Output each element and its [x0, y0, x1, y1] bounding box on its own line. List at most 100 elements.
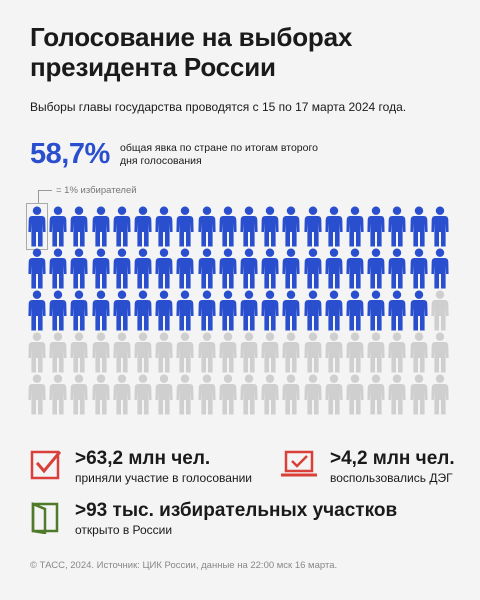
person-icon — [367, 331, 385, 374]
source-footer: © ТАСС, 2024. Источник: ЦИК России, данн… — [30, 560, 338, 571]
person-icon — [367, 373, 385, 416]
person-icon — [113, 205, 131, 248]
person-icon — [388, 247, 406, 290]
stat-polling-stations: >93 тыс. избирательных участков открыто … — [30, 500, 460, 540]
person-icon — [346, 289, 364, 332]
person-icon — [409, 373, 428, 416]
person-icon — [49, 331, 67, 374]
person-icon — [70, 331, 88, 374]
stat-polling-stations-value: >93 тыс. избирательных участков — [75, 500, 398, 521]
person-icon — [197, 373, 216, 416]
person-icon — [91, 331, 110, 374]
person-icon — [367, 205, 385, 248]
person-icon — [219, 331, 237, 374]
person-icon — [346, 331, 364, 374]
person-icon — [155, 331, 173, 374]
person-icon — [325, 373, 343, 416]
person-icon — [325, 331, 343, 374]
person-icon — [219, 373, 237, 416]
person-icon — [219, 205, 237, 248]
stat-participants: >63,2 млн чел. приняли участие в голосов… — [30, 448, 270, 488]
person-icon — [91, 289, 110, 332]
person-icon — [409, 205, 428, 248]
person-icon — [91, 247, 110, 290]
person-icon — [325, 205, 343, 248]
person-icon — [240, 247, 258, 290]
person-icon — [91, 373, 110, 416]
person-icon — [282, 247, 300, 290]
stat-participants-label: приняли участие в голосовании — [75, 471, 252, 485]
person-icon — [431, 331, 449, 374]
person-icon — [28, 289, 46, 332]
person-icon — [134, 289, 152, 332]
person-icon — [431, 289, 449, 332]
person-icon — [49, 289, 67, 332]
person-icon — [91, 205, 110, 248]
person-icon — [155, 289, 173, 332]
person-icon — [282, 373, 300, 416]
person-icon — [49, 247, 67, 290]
person-icon — [282, 289, 300, 332]
person-icon — [388, 289, 406, 332]
person-icon — [303, 205, 322, 248]
person-icon — [282, 205, 300, 248]
stat-deg-value: >4,2 млн чел. — [330, 448, 455, 469]
person-icon — [113, 331, 131, 374]
person-icon — [176, 373, 194, 416]
turnout-person-grid — [26, 203, 452, 416]
person-icon — [197, 247, 216, 290]
person-icon — [28, 247, 46, 290]
person-icon — [134, 331, 152, 374]
person-icon — [303, 331, 322, 374]
person-icon — [346, 205, 364, 248]
person-icon — [240, 289, 258, 332]
person-icon — [134, 373, 152, 416]
person-icon — [431, 373, 449, 416]
person-icon — [409, 331, 428, 374]
person-icon — [388, 205, 406, 248]
legend-label: = 1% избирателей — [56, 185, 137, 196]
person-icon — [325, 247, 343, 290]
person-icon — [28, 331, 46, 374]
person-icon — [134, 247, 152, 290]
person-icon — [70, 373, 88, 416]
person-icon — [49, 373, 67, 416]
person-icon — [113, 289, 131, 332]
checkbox-icon — [30, 448, 62, 485]
person-icon — [197, 205, 216, 248]
person-icon — [240, 205, 258, 248]
person-icon — [346, 373, 364, 416]
person-icon — [303, 247, 322, 290]
person-icon — [70, 289, 88, 332]
person-icon — [325, 289, 343, 332]
person-icon — [49, 205, 67, 248]
legend-bracket — [38, 190, 52, 203]
person-icon — [261, 205, 279, 248]
person-icon — [134, 205, 152, 248]
person-icon — [240, 373, 258, 416]
person-icon — [176, 205, 194, 248]
person-icon — [261, 331, 279, 374]
person-icon — [155, 247, 173, 290]
person-icon — [219, 289, 237, 332]
person-icon — [409, 289, 428, 332]
turnout-value: 58,7% — [30, 138, 110, 170]
person-icon — [261, 247, 279, 290]
person-icon — [303, 289, 322, 332]
page-title: Голосование на выборах президента России — [30, 22, 353, 82]
person-icon — [431, 205, 449, 248]
person-icon — [219, 247, 237, 290]
person-icon — [367, 247, 385, 290]
person-icon — [176, 289, 194, 332]
turnout-caption: общая явка по стране по итогам второго д… — [120, 142, 318, 167]
door-icon — [30, 500, 62, 539]
person-icon — [197, 289, 216, 332]
person-icon — [113, 373, 131, 416]
person-icon — [346, 247, 364, 290]
person-icon — [197, 331, 216, 374]
person-icon — [367, 289, 385, 332]
person-icon — [26, 203, 48, 250]
person-icon — [431, 247, 449, 290]
stat-participants-value: >63,2 млн чел. — [75, 448, 211, 469]
stat-deg: >4,2 млн чел. воспользовались ДЭГ — [280, 448, 460, 488]
